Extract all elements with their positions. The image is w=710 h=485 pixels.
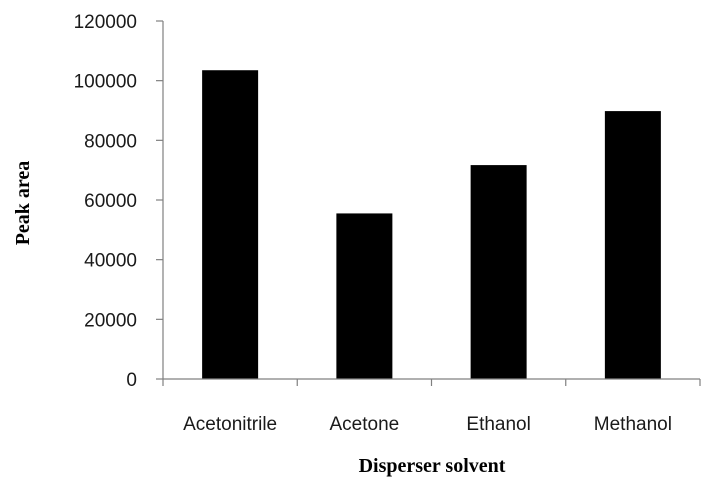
- y-tick-labels: 0 20000 40000 60000 80000 100000 120000: [74, 12, 137, 391]
- y-tick-label: 60000: [84, 191, 137, 212]
- x-tick-label: Methanol: [594, 414, 672, 435]
- bar-acetone: [336, 213, 393, 379]
- y-axis-ticks: [156, 20, 163, 380]
- bar-acetonitrile: [202, 70, 259, 379]
- y-tick-label: 40000: [84, 251, 137, 272]
- x-tick-label: Ethanol: [466, 414, 530, 435]
- bar-ethanol: [470, 165, 527, 379]
- y-tick-label: 80000: [84, 131, 137, 152]
- y-axis-title: Peak area: [12, 161, 34, 246]
- x-tick-labels: Acetonitrile Acetone Ethanol Methanol: [183, 414, 672, 435]
- bars: [202, 70, 661, 379]
- y-tick-label: 0: [126, 370, 137, 391]
- bar-methanol: [604, 111, 661, 379]
- x-axis-title: Disperser solvent: [359, 455, 506, 477]
- x-axis-ticks: [162, 379, 701, 386]
- y-tick-label: 20000: [84, 310, 137, 331]
- x-tick-label: Acetonitrile: [183, 414, 277, 435]
- y-tick-label: 100000: [74, 72, 137, 93]
- y-tick-label: 120000: [74, 12, 137, 33]
- x-tick-label: Acetone: [330, 414, 400, 435]
